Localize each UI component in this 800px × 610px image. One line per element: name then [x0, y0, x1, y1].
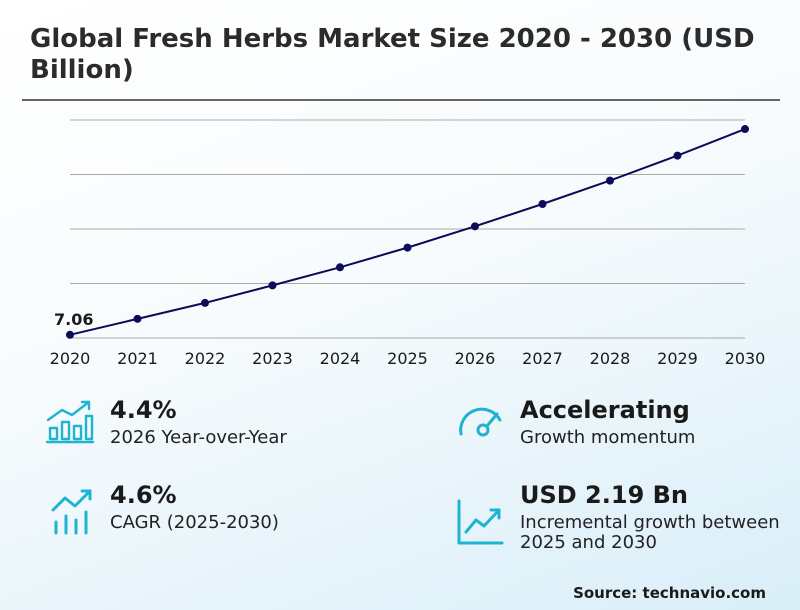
data-labels: 7.06 [54, 310, 93, 329]
grid-lines [70, 119, 745, 339]
x-tick-label: 2024 [320, 349, 361, 368]
data-points [66, 125, 749, 339]
x-tick-label: 2020 [50, 349, 91, 368]
trend-bars-icon [51, 489, 92, 535]
data-point [471, 222, 479, 231]
x-tick-label: 2026 [455, 349, 496, 368]
stat-yoy-desc: 2026 Year-over-Year [110, 427, 287, 448]
x-tick-label: 2025 [387, 349, 428, 368]
data-label: 7.06 [54, 310, 93, 329]
x-tick-label: 2023 [252, 349, 293, 368]
data-point [201, 298, 209, 307]
data-point [673, 151, 682, 160]
data-point [133, 314, 142, 323]
x-tick-label: 2022 [185, 349, 226, 368]
stat-incremental: USD 2.19 Bn Incremental growth between 2… [520, 481, 780, 553]
data-point [538, 200, 547, 209]
x-tick-label: 2027 [522, 349, 563, 368]
series-line [69, 128, 746, 336]
title-divider [22, 99, 780, 101]
stat-cagr-desc: CAGR (2025-2030) [110, 512, 279, 533]
stat-momentum-value: Accelerating [520, 396, 690, 424]
data-point [336, 263, 344, 272]
source-credit: Source: technavio.com [573, 584, 766, 602]
data-point [66, 330, 74, 339]
x-tick-label: 2030 [725, 349, 766, 368]
data-point [268, 281, 277, 290]
stat-incremental-desc: Incremental growth between 2025 and 2030 [520, 512, 780, 553]
data-point [403, 243, 412, 252]
data-point [606, 176, 614, 185]
stat-incremental-value: USD 2.19 Bn [520, 481, 688, 509]
stat-momentum: Accelerating Growth momentum [520, 396, 695, 448]
stat-cagr: 4.6% CAGR (2025-2030) [110, 481, 279, 533]
stat-cagr-value: 4.6% [110, 481, 177, 509]
stat-yoy: 4.4% 2026 Year-over-Year [110, 396, 287, 448]
line-chart: 7.06 2020 2021 2022 2023 2024 2025 2026 2027 202… [50, 119, 766, 368]
page-title: Global Fresh Herbs Market Size 2020 - 20… [30, 24, 755, 85]
stat-momentum-desc: Growth momentum [520, 427, 696, 448]
line-chart-icon [457, 499, 504, 545]
data-point [741, 125, 749, 134]
bar-chart-icon [46, 400, 94, 444]
series-line-path [69, 128, 746, 336]
x-tick-label: 2029 [657, 349, 698, 368]
x-tick-label: 2028 [590, 349, 631, 368]
x-tick-label: 2021 [117, 349, 158, 368]
gauge-icon [459, 407, 502, 437]
x-axis-ticks: 2020 2021 2022 2023 2024 2025 2026 2027 2028 2029… [50, 349, 766, 368]
stat-yoy-value: 4.4% [110, 396, 177, 424]
